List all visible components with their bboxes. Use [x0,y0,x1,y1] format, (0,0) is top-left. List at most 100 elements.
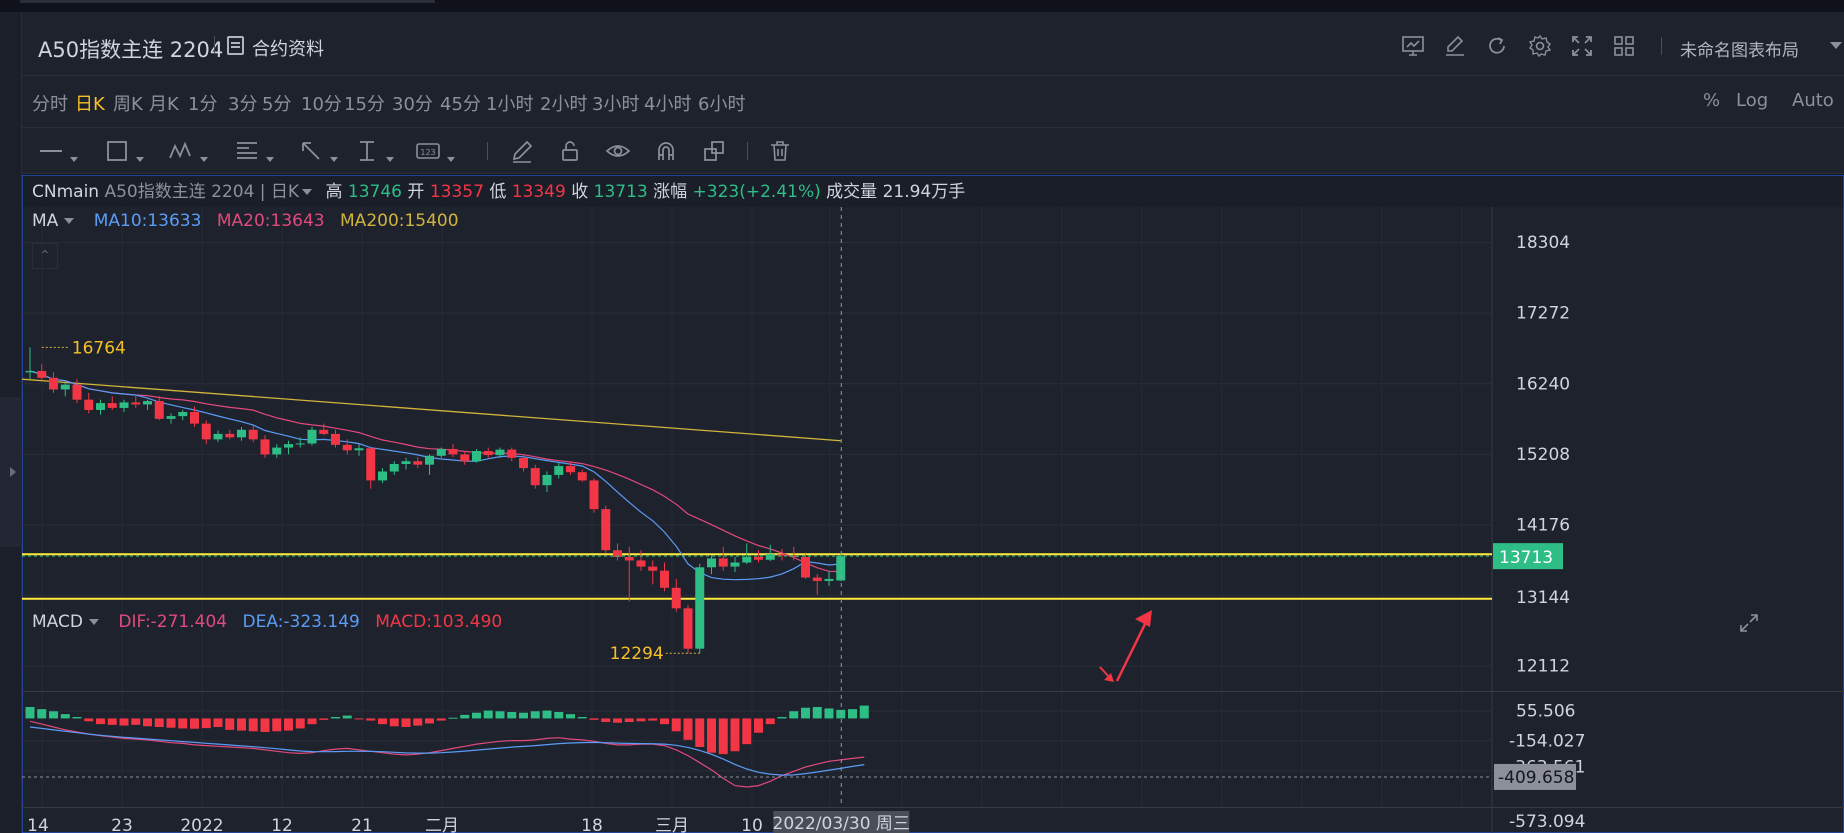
symbol-name[interactable]: A50指数主连 2204 | 日K [104,182,300,202]
candle-body [472,451,481,462]
dif-line [29,720,865,788]
chevron-down-icon[interactable] [64,218,75,224]
macd-bar [190,718,199,729]
price-tick-label: 12112 [1516,657,1570,677]
candle-body [225,433,235,438]
edit-icon[interactable] [1443,34,1467,58]
auto-scale-button[interactable]: Auto [1792,90,1834,111]
gear-icon[interactable] [1528,34,1552,58]
layout-name-button[interactable]: 未命名图表布局 [1680,41,1799,61]
period-10-button[interactable]: 45分 [440,94,481,115]
pencil-icon[interactable] [509,138,535,164]
period-9-button[interactable]: 30分 [392,94,433,115]
macd-tick-label: -573.094 [1509,812,1585,832]
macd-bar [319,718,329,720]
percent-scale-button[interactable]: % [1703,90,1721,111]
chevron-down-icon[interactable] [302,189,313,195]
symbol-title[interactable]: A50指数主连 2204 [38,38,224,62]
fib-tool-icon[interactable] [234,138,274,164]
macd-bar [824,708,834,719]
candle-body [495,449,505,456]
period-11-button[interactable]: 1小时 [486,94,534,115]
document-icon[interactable] [227,36,244,55]
macd-bar [695,718,705,747]
period-bar: 分时 日K 周K 月K 1分 3分 5分 10分 15分 30分 45分 1小时 2小时 3小时 4小时 6小… [22,76,1844,128]
macd-label[interactable]: MACD [32,612,83,632]
candle-body [354,448,364,451]
candle-body [777,554,787,556]
candle-body [554,466,564,475]
lock-icon[interactable] [557,138,583,164]
period-12-button[interactable]: 2小时 [540,94,588,115]
period-4-button[interactable]: 1分 [188,94,218,115]
macd-legend: MACD DIF:-271.404 DEA:-323.149 MACD:103.… [32,612,502,632]
chart-area[interactable]: 13713 18304 17272 16240 15208 14176 12112 13144… [22,175,1844,833]
chevron-down-icon[interactable] [88,619,99,625]
divider [747,142,748,160]
time-tick-label: 14 [27,816,49,833]
change-label: 涨幅 [653,182,688,202]
candle-body [237,429,246,438]
svg-text:123: 123 [420,148,435,157]
period-3-button[interactable]: 月K [149,94,179,115]
macd-bar [107,718,117,725]
log-scale-button[interactable]: Log [1736,90,1769,111]
chevron-right-icon[interactable] [10,467,16,477]
collapse-legend-button[interactable]: ⌃ [32,243,58,269]
trash-icon[interactable] [767,138,793,164]
divider [487,142,488,160]
period-2-button[interactable]: 周K [113,94,143,115]
period-5-button[interactable]: 3分 [228,94,258,115]
macd-bar [718,718,728,755]
period-8-button[interactable]: 15分 [344,94,385,115]
candle-body [178,412,188,417]
candle-body [577,472,587,481]
macd-bar [566,714,575,719]
macd-tick-label: -154.027 [1509,731,1585,751]
fullscreen-icon[interactable] [1570,34,1594,58]
period-0-button[interactable]: 分时 [32,94,68,115]
macd-bar [777,717,787,719]
dea-value: DEA:-323.149 [242,612,360,632]
macd-bar [601,718,611,722]
label-tool-icon[interactable]: 123 [415,138,455,164]
candle-body [519,457,528,469]
chevron-down-icon[interactable] [1830,42,1842,49]
macd-bar [178,718,188,729]
period-6-button[interactable]: 5分 [262,94,292,115]
expand-icon[interactable] [1738,612,1760,639]
period-15-button[interactable]: 6小时 [698,94,746,115]
cursor-tool-icon[interactable] [298,138,338,164]
measure-tool-icon[interactable] [354,138,394,164]
macd-bar [436,718,446,721]
macd-bar [683,718,693,740]
candle-body [718,558,728,567]
period-1-button[interactable]: 日K [75,94,105,115]
ma-label[interactable]: MA [32,211,59,231]
rect-tool-icon[interactable] [104,138,144,164]
period-14-button[interactable]: 4小时 [644,94,692,115]
clone-icon[interactable] [701,138,727,164]
candle-body [389,463,399,472]
macd-bar [472,712,481,719]
screen-icon[interactable] [1401,34,1425,58]
macd-bar [389,718,399,727]
refresh-icon[interactable] [1485,34,1509,58]
contract-info-button[interactable]: 合约资料 [252,39,324,60]
macd-bar [49,711,58,719]
last-price-box [1493,543,1563,570]
candle-body [295,443,305,445]
last-price-label: 13713 [1499,548,1553,568]
ma10-value: MA10:13633 [93,211,202,231]
macd-last-label: -409.658 [1498,768,1574,788]
wave-tool-icon[interactable] [168,138,208,164]
down-arrow-head [1104,673,1114,682]
chart-canvas[interactable]: 13713 18304 17272 16240 15208 14176 12112 13144… [22,175,1844,833]
eye-icon[interactable] [605,138,631,164]
period-7-button[interactable]: 10分 [301,94,342,115]
grid-icon[interactable] [1612,34,1636,58]
line-tool-icon[interactable] [38,138,78,164]
candle-body [730,562,740,567]
magnet-icon[interactable] [653,138,679,164]
period-13-button[interactable]: 3小时 [592,94,640,115]
